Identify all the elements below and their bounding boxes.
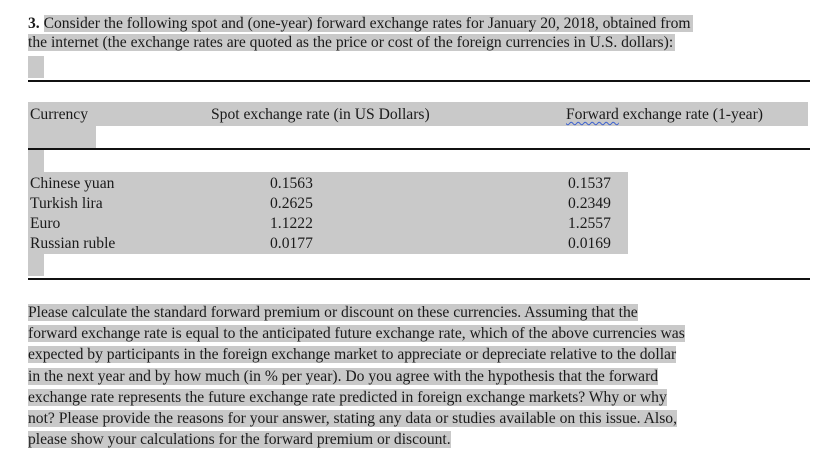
question-number: 3.	[28, 15, 40, 32]
header-forward-word: Forward	[566, 106, 619, 123]
instructions-line: expected by participants in the foreign …	[28, 344, 818, 365]
row-3-forward: 0.0169	[568, 235, 611, 252]
row-2-currency: Euro	[30, 215, 61, 232]
header-forward-rest: exchange rate (1-year)	[618, 106, 763, 123]
instructions-text: please show your calculations for the fo…	[28, 431, 451, 449]
instructions-text: Please calculate the standard forward pr…	[28, 304, 638, 321]
row-0-forward: 0.1537	[568, 175, 611, 192]
instructions-text: in the next year and by how much (in % p…	[28, 367, 659, 385]
selection-highlight	[28, 56, 44, 78]
row-3-currency: Russian ruble	[30, 235, 116, 252]
question-text-1: Consider the following spot and (one-yea…	[43, 15, 693, 32]
question-intro: 3. Consider the following spot and (one-…	[28, 14, 818, 52]
question-line-2: the internet (the exchange rates are quo…	[28, 33, 818, 52]
row-1-spot: 0.2625	[270, 195, 313, 212]
instructions-line: Please calculate the standard forward pr…	[28, 302, 818, 323]
instructions-line: exchange rate represents the future exch…	[28, 387, 818, 408]
header-currency: Currency	[30, 106, 89, 123]
instructions-text: expected by participants in the foreign …	[28, 346, 677, 364]
row-0-currency: Chinese yuan	[30, 175, 115, 192]
row-0-spot: 0.1563	[270, 175, 313, 192]
selection-highlight	[28, 150, 44, 172]
row-1-forward: 0.2349	[568, 195, 611, 212]
row-3-spot: 0.0177	[270, 235, 313, 252]
row-2-forward: 1.2557	[568, 215, 611, 232]
row-2-spot: 1.1222	[270, 215, 313, 232]
table-top-rule	[28, 80, 810, 82]
instructions-line: please show your calculations for the fo…	[28, 429, 818, 450]
table-header-rule	[28, 148, 810, 150]
table-bottom-rule	[28, 278, 810, 280]
data-highlight	[28, 172, 628, 254]
row-1-currency: Turkish lira	[30, 195, 103, 212]
instructions-text: not? Please provide the reasons for your…	[28, 410, 677, 428]
instructions-text: forward exchange rate is equal to the an…	[28, 325, 685, 343]
instructions-paragraph: Please calculate the standard forward pr…	[28, 302, 818, 450]
header-forward: Forward exchange rate (1-year)	[566, 105, 763, 124]
selection-highlight	[28, 254, 44, 276]
instructions-text: exchange rate represents the future exch…	[28, 388, 667, 406]
instructions-line: in the next year and by how much (in % p…	[28, 366, 818, 387]
header-spot: Spot exchange rate (in US Dollars)	[211, 106, 430, 123]
instructions-line: forward exchange rate is equal to the an…	[28, 323, 818, 344]
header-highlight	[28, 102, 808, 126]
question-text-2: the internet (the exchange rates are quo…	[28, 34, 676, 51]
question-line-1: 3. Consider the following spot and (one-…	[28, 14, 818, 33]
instructions-line: not? Please provide the reasons for your…	[28, 408, 818, 429]
